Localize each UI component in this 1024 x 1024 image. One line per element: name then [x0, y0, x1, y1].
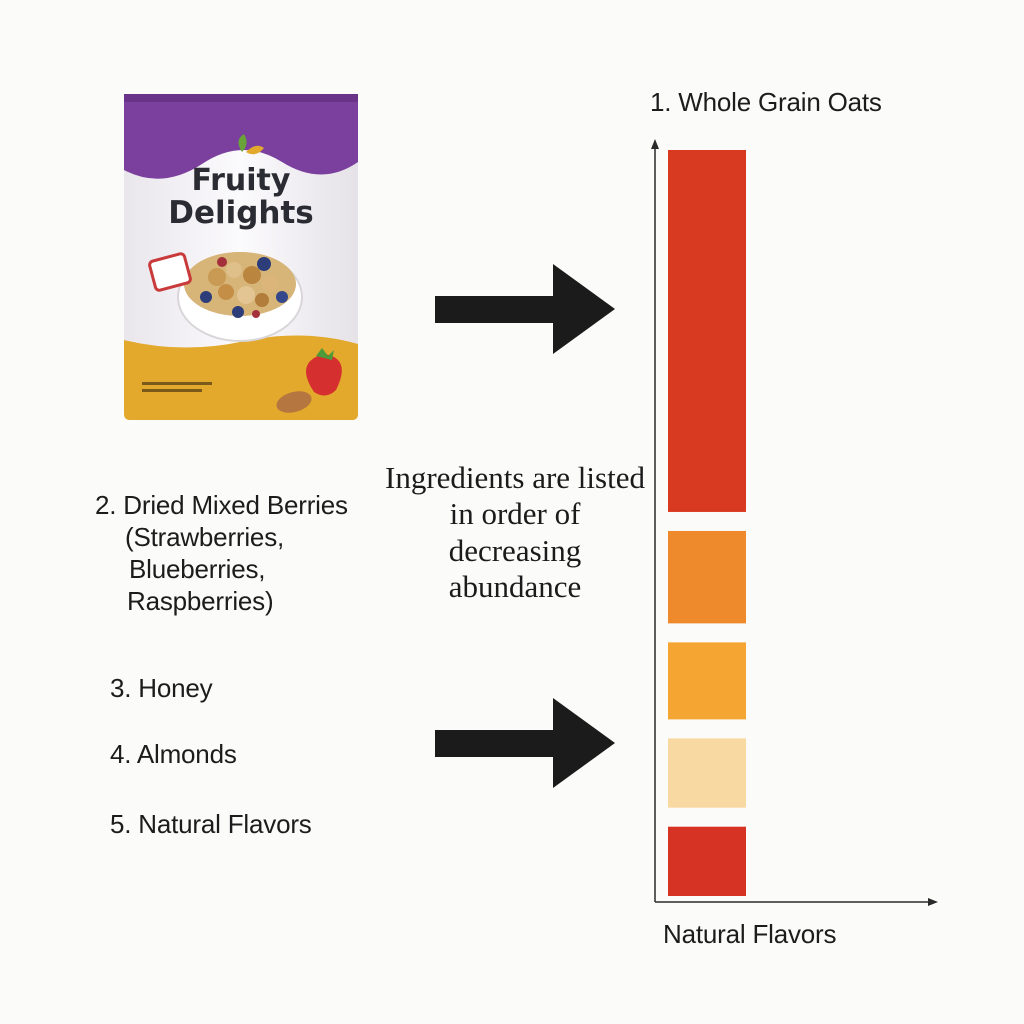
- arrow-upper-shaft: [435, 296, 555, 323]
- ingredient-5-label: 5. Natural Flavors: [110, 809, 312, 839]
- package-illustration: [124, 94, 358, 420]
- product-package: Fruity Delights: [122, 92, 360, 422]
- ingredient-2-label: 2. Dried Mixed Berries: [95, 490, 348, 520]
- ingredient-bar-chart: [651, 139, 938, 906]
- bar-whole-grain-oats: [668, 150, 746, 512]
- package-brand-line2: Delights: [168, 195, 314, 231]
- ingredient-2-detail-1: (Strawberries,: [125, 522, 285, 552]
- bar-dried-mixed-berries: [668, 530, 746, 624]
- chart-bottom-label: Natural Flavors: [663, 919, 837, 949]
- ingredient-2-detail-2: Blueberries,: [129, 554, 266, 584]
- ingredient-3-label: 3. Honey: [110, 673, 213, 703]
- y-axis-arrowhead: [651, 139, 659, 149]
- arrow-upper-head: [553, 264, 615, 354]
- ingredient-1-label: 1. Whole Grain Oats: [650, 87, 882, 117]
- order-note: Ingredients are listed in order of decre…: [385, 460, 645, 604]
- arrow-lower-shaft: [435, 730, 555, 757]
- x-axis-arrowhead: [928, 898, 938, 906]
- ingredient-2-detail-3: Raspberries): [127, 586, 274, 616]
- bar-natural-flavors: [668, 826, 746, 896]
- bar-almonds: [668, 738, 746, 808]
- bar-honey: [668, 642, 746, 720]
- arrow-lower-head: [553, 698, 615, 788]
- ingredient-4-label: 4. Almonds: [110, 739, 237, 769]
- package-brand-line1: Fruity: [191, 163, 291, 198]
